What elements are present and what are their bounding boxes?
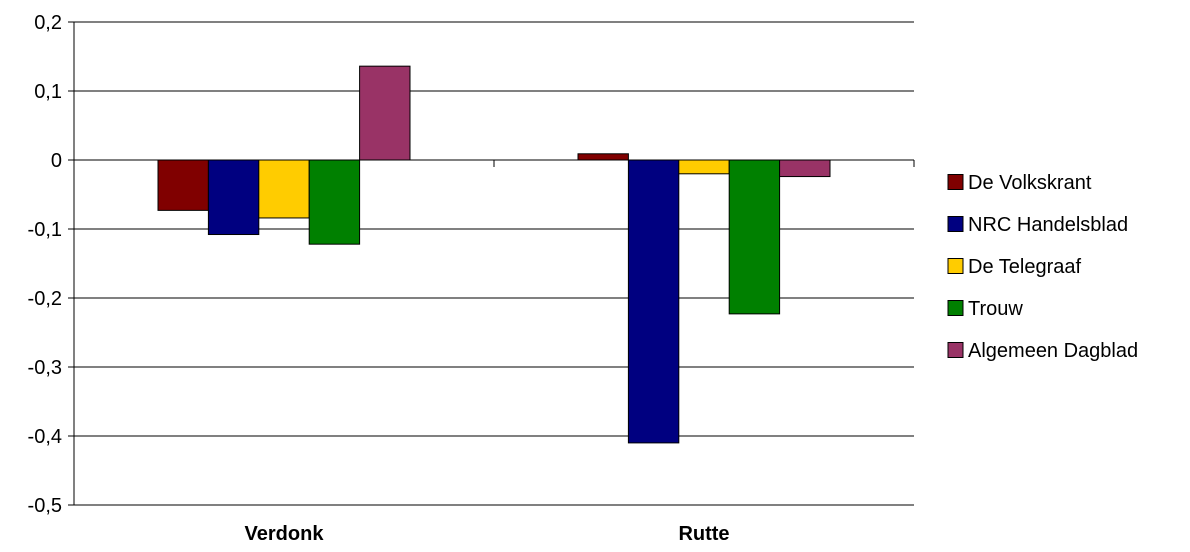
y-tick-label: -0,4	[28, 426, 62, 448]
category-label: Verdonk	[245, 523, 325, 545]
legend-swatch	[947, 216, 964, 232]
legend-label: De Telegraaf	[968, 256, 1081, 278]
legend-label: Trouw	[968, 298, 1023, 320]
legend-label: De Volkskrant	[968, 172, 1092, 194]
y-tick-label: 0	[51, 150, 62, 172]
bar-algemeen-dagblad-rutte	[779, 159, 831, 178]
gridlines	[74, 21, 914, 506]
y-tick-label: -0,3	[28, 357, 62, 379]
bar-de-volkskrant-verdonk	[157, 159, 209, 211]
legend: De Volkskrant NRC Handelsblad De Telegraaf…	[947, 172, 1138, 362]
legend-label: Algemeen Dagblad	[968, 340, 1138, 362]
bars	[157, 65, 831, 444]
axis-labels: 0,2 0,1 0 -0,1 -0,2 -0,3 -0,4 -0,5 Verdonk Rutte	[28, 12, 730, 545]
legend-swatch	[947, 258, 964, 274]
bar-algemeen-dagblad-verdonk	[359, 65, 411, 161]
y-tick-label: 0,1	[34, 81, 62, 103]
category-label: Rutte	[678, 523, 729, 545]
bar-trouw-verdonk	[308, 159, 361, 245]
y-tick-label: 0,2	[34, 12, 62, 34]
legend-swatch	[947, 342, 964, 358]
bar-de-telegraaf-rutte	[678, 159, 730, 175]
y-tick-label: -0,5	[28, 495, 62, 517]
y-tick-label: -0,2	[28, 288, 62, 310]
bar-nrc-handelsblad-rutte	[627, 159, 680, 444]
bar-trouw-rutte	[728, 159, 781, 315]
axes	[68, 21, 915, 506]
y-tick-label: -0,1	[28, 219, 62, 241]
legend-label: NRC Handelsblad	[968, 214, 1128, 236]
legend-swatch	[947, 300, 964, 316]
bar-de-volkskrant-rutte	[577, 153, 629, 161]
bar-nrc-handelsblad-verdonk	[207, 159, 260, 236]
legend-swatch	[947, 174, 964, 190]
bar-de-telegraaf-verdonk	[258, 159, 310, 219]
